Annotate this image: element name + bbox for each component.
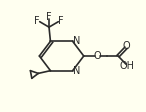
Text: O: O	[94, 51, 101, 61]
Text: F: F	[46, 12, 52, 22]
Text: N: N	[73, 66, 80, 76]
Text: N: N	[73, 36, 80, 46]
Text: F: F	[34, 16, 40, 26]
Text: F: F	[58, 16, 64, 26]
Text: OH: OH	[120, 61, 135, 71]
Text: O: O	[123, 41, 131, 51]
